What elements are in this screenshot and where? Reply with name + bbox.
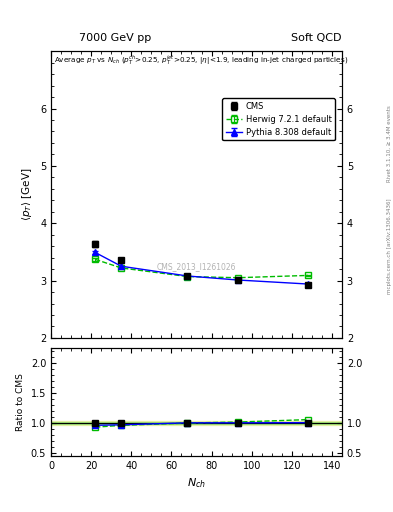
X-axis label: $N_{ch}$: $N_{ch}$ — [187, 476, 206, 490]
Y-axis label: $\langle p_T \rangle$ [GeV]: $\langle p_T \rangle$ [GeV] — [20, 168, 35, 221]
Text: 7000 GeV pp: 7000 GeV pp — [79, 33, 151, 43]
Y-axis label: Ratio to CMS: Ratio to CMS — [16, 373, 25, 431]
Text: CMS_2013_I1261026: CMS_2013_I1261026 — [157, 262, 236, 271]
Legend: CMS, Herwig 7.2.1 default, Pythia 8.308 default: CMS, Herwig 7.2.1 default, Pythia 8.308 … — [222, 98, 335, 140]
Text: Soft QCD: Soft QCD — [292, 33, 342, 43]
Text: mcplots.cern.ch [arXiv:1306.3436]: mcplots.cern.ch [arXiv:1306.3436] — [387, 198, 392, 293]
Text: Average $p_T$ vs $N_{ch}$ ($p_T^{ch}$>0.25, $p_T^{jet}$>0.25, $|\eta|$<1.9, lead: Average $p_T$ vs $N_{ch}$ ($p_T^{ch}$>0.… — [54, 54, 348, 68]
Text: Rivet 3.1.10, ≥ 3.4M events: Rivet 3.1.10, ≥ 3.4M events — [387, 105, 392, 182]
